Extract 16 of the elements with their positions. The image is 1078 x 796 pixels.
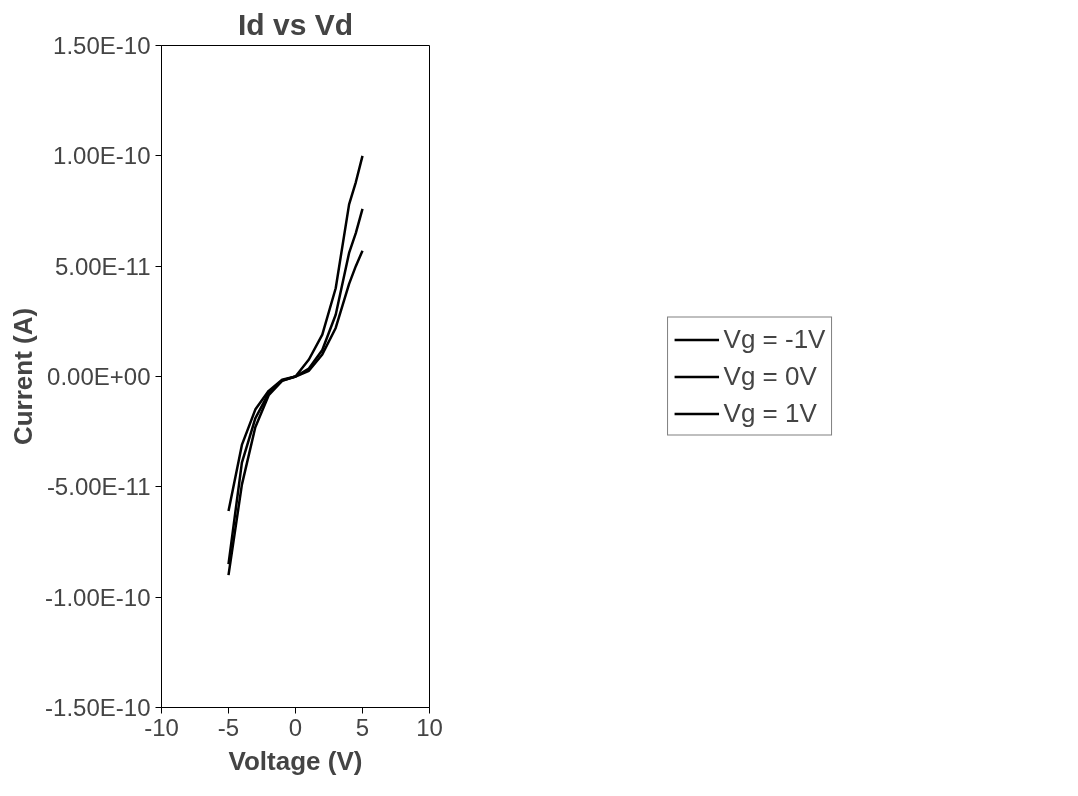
y-tick-label: -5.00E-11 bbox=[46, 473, 151, 501]
x-axis-title: Voltage (V) bbox=[228, 745, 363, 776]
y-tick-label: 1.50E-10 bbox=[53, 32, 151, 59]
x-tick-label: 10 bbox=[416, 713, 443, 741]
chart-title: Id vs Vd bbox=[237, 7, 354, 41]
x-tick-label: 0 bbox=[288, 713, 303, 741]
y-tick-label: 1.00E-10 bbox=[53, 142, 151, 170]
legend-label: Vg = 0V bbox=[723, 360, 817, 392]
legend-label: Vg = -1V bbox=[723, 323, 826, 355]
y-axis-title: Current (A) bbox=[7, 307, 38, 446]
x-tick-label: -5 bbox=[217, 713, 240, 741]
y-tick-label: -1.00E-10 bbox=[45, 583, 151, 611]
legend-label: Vg = 1V bbox=[723, 397, 817, 429]
x-tick-label: 5 bbox=[355, 713, 370, 741]
y-tick-label: 0.00E+00 bbox=[47, 363, 151, 390]
y-tick-label: 5.00E-11 bbox=[54, 252, 151, 280]
